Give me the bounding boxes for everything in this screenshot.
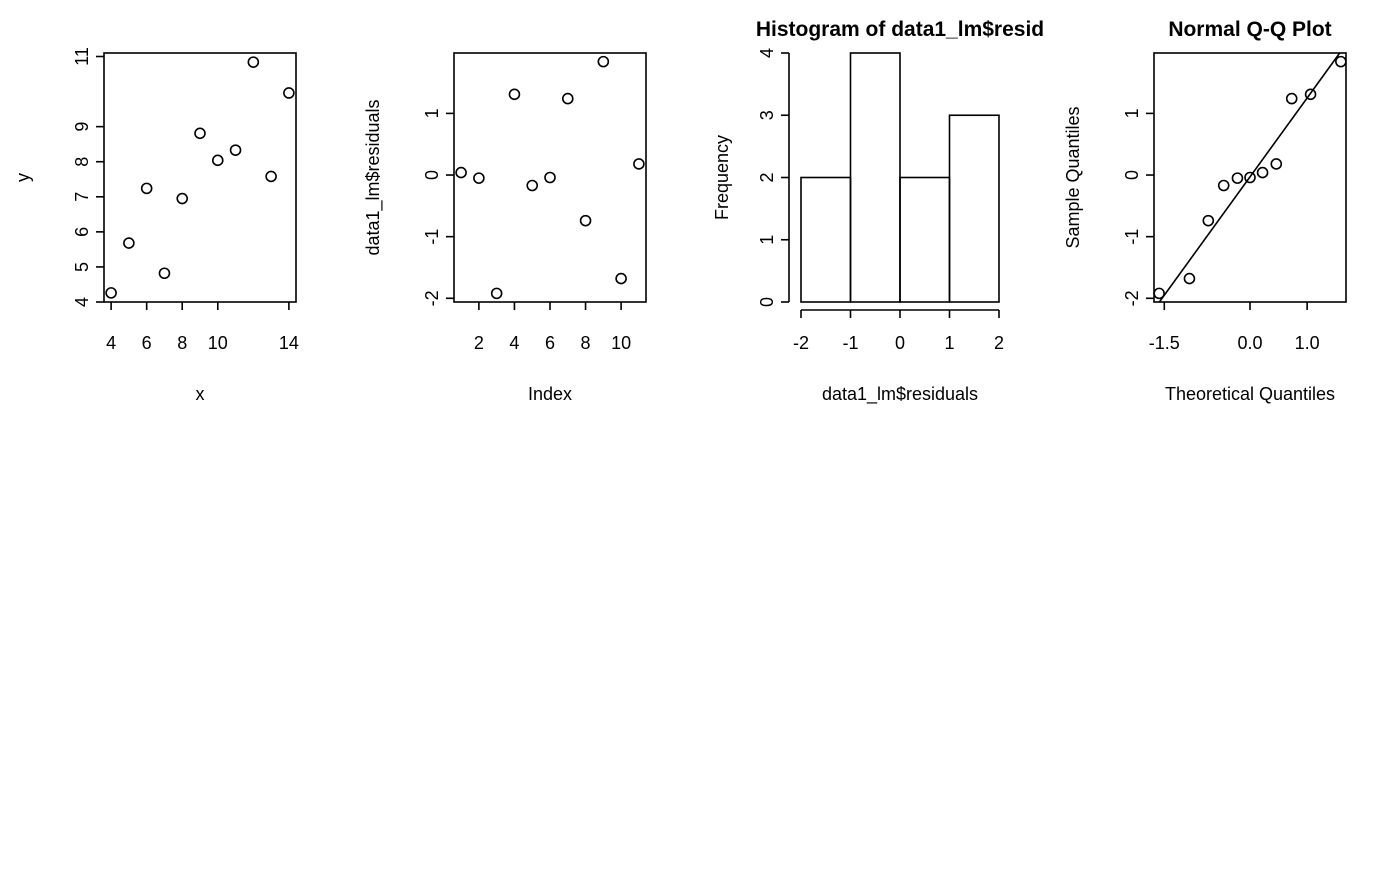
- chart-1-point-11: [283, 87, 295, 99]
- chart-1-y-tick-label: 7: [72, 192, 92, 202]
- chart-1-point-10: [265, 170, 277, 183]
- chart-3-y-tick-label: 2: [757, 172, 777, 182]
- chart-3-bar-4: [948, 114, 1000, 303]
- chart-4-point-7: [1256, 166, 1269, 179]
- chart-4-point-3: [1202, 214, 1215, 227]
- chart-3-x-tick-label: -2: [793, 333, 809, 353]
- chart-1-y-tick-label: 4: [72, 297, 92, 307]
- chart-3-y-tick-label: 0: [757, 297, 777, 307]
- chart-4-title: Normal Q-Q Plot: [1168, 18, 1331, 41]
- chart-2-x-tick-label: 10: [611, 333, 631, 353]
- chart-2-y-tick-label: -2: [422, 290, 442, 306]
- chart-4-x-tick-label: -1.5: [1149, 333, 1180, 353]
- chart-4-point-1: [1153, 287, 1165, 300]
- chart-1-x-tick-label: 4: [106, 333, 116, 353]
- chart-2-x-tick-label: 6: [545, 333, 555, 353]
- chart-4-point-2: [1183, 272, 1196, 285]
- chart-1-x-tick-label: 10: [208, 333, 228, 353]
- chart-1-point-6: [194, 127, 206, 140]
- chart-4-y-tick-label: -1: [1122, 229, 1142, 245]
- chart-2-point-5: [526, 179, 539, 192]
- chart-4-y-axis-label: Sample Quantiles: [1063, 106, 1083, 248]
- chart-1-point-7: [211, 154, 224, 167]
- chart-3-x-axis-label: data1_lm$residuals: [822, 384, 978, 405]
- chart-3-y-tick-label: 4: [757, 48, 777, 58]
- chart-4-point-11: [1335, 55, 1347, 68]
- chart-1-point-1: [105, 287, 117, 299]
- chart-2-y-tick-label: -1: [422, 229, 442, 245]
- chart-4-point-9: [1285, 92, 1298, 105]
- chart-2-x-tick-label: 2: [474, 333, 484, 353]
- chart-4-x-tick-label: 0.0: [1237, 333, 1262, 353]
- chart-1-y-axis-label: y: [13, 173, 33, 182]
- chart-3-bar-2: [849, 52, 901, 303]
- chart-3-bar-3: [899, 176, 951, 303]
- chart-2-point-10: [615, 272, 627, 285]
- chart-1-point-4: [158, 267, 171, 280]
- chart-2-x-tick-label: 8: [581, 333, 591, 353]
- chart-1-point-9: [247, 56, 260, 68]
- chart-3-bar-1: [800, 176, 852, 303]
- chart-4-x-tick-label: 1.0: [1295, 333, 1320, 353]
- chart-3-y-tick-label: 1: [757, 235, 777, 245]
- chart-3-x-tick-label: -1: [842, 333, 858, 353]
- chart-1-y-tick-label: 5: [72, 262, 92, 272]
- chart-2-frame: [453, 52, 647, 303]
- chart-3-y-axis-label: Frequency: [712, 135, 732, 220]
- chart-3-x-tick-label: 2: [994, 333, 1004, 353]
- chart-2-point-11: [633, 158, 645, 170]
- chart-2-point-1: [455, 166, 467, 179]
- chart-3-x-tick-label: 1: [944, 333, 954, 353]
- chart-1-x-axis-label: x: [196, 384, 205, 404]
- chart-1-y-tick-label: 11: [72, 47, 92, 66]
- chart-4-point-4: [1217, 179, 1230, 192]
- chart-2-point-7: [561, 92, 574, 105]
- chart-1-y-tick-label: 9: [72, 122, 92, 132]
- chart-1-point-8: [229, 144, 242, 156]
- chart-1-x-tick-label: 6: [142, 333, 152, 353]
- chart-4-y-tick-label: 0: [1122, 170, 1142, 180]
- chart-4-y-tick-label: 1: [1122, 108, 1142, 118]
- chart-4-point-5: [1231, 172, 1244, 184]
- chart-4-x-axis-label: Theoretical Quantiles: [1165, 384, 1335, 404]
- chart-3-y-tick-label: 3: [757, 110, 777, 120]
- chart-4-point-8: [1270, 158, 1283, 170]
- chart-2-point-4: [508, 88, 521, 101]
- chart-4-point-10: [1304, 88, 1317, 101]
- chart-2-y-axis-label: data1_lm$residuals: [363, 99, 384, 255]
- chart-1-y-tick-label: 8: [72, 157, 92, 167]
- chart-1-point-2: [123, 237, 135, 249]
- chart-1-frame: [103, 52, 297, 303]
- chart-1-point-5: [176, 192, 189, 205]
- chart-1-point-3: [140, 182, 153, 195]
- chart-2-point-2: [473, 172, 485, 184]
- chart-4-point-6: [1244, 171, 1256, 184]
- chart-1-x-tick-label: 14: [279, 333, 299, 353]
- chart-1-x-tick-label: 8: [177, 333, 187, 353]
- chart-2-x-axis-label: Index: [528, 384, 572, 404]
- chart-1-y-tick-label: 6: [72, 227, 92, 237]
- chart-2-point-6: [544, 171, 556, 184]
- chart-3-title: Histogram of data1_lm$resid: [756, 18, 1044, 41]
- chart-2-point-8: [579, 214, 592, 227]
- chart-2-x-tick-label: 4: [509, 333, 519, 353]
- chart-2-y-tick-label: 1: [422, 108, 442, 118]
- chart-2-y-tick-label: 0: [422, 170, 442, 180]
- chart-2-point-3: [490, 287, 503, 300]
- chart-4-qq-line: [1158, 52, 1341, 303]
- chart-3-x-tick-label: 0: [895, 333, 905, 353]
- chart-2-point-9: [597, 55, 610, 68]
- chart-4-y-tick-label: -2: [1122, 290, 1142, 306]
